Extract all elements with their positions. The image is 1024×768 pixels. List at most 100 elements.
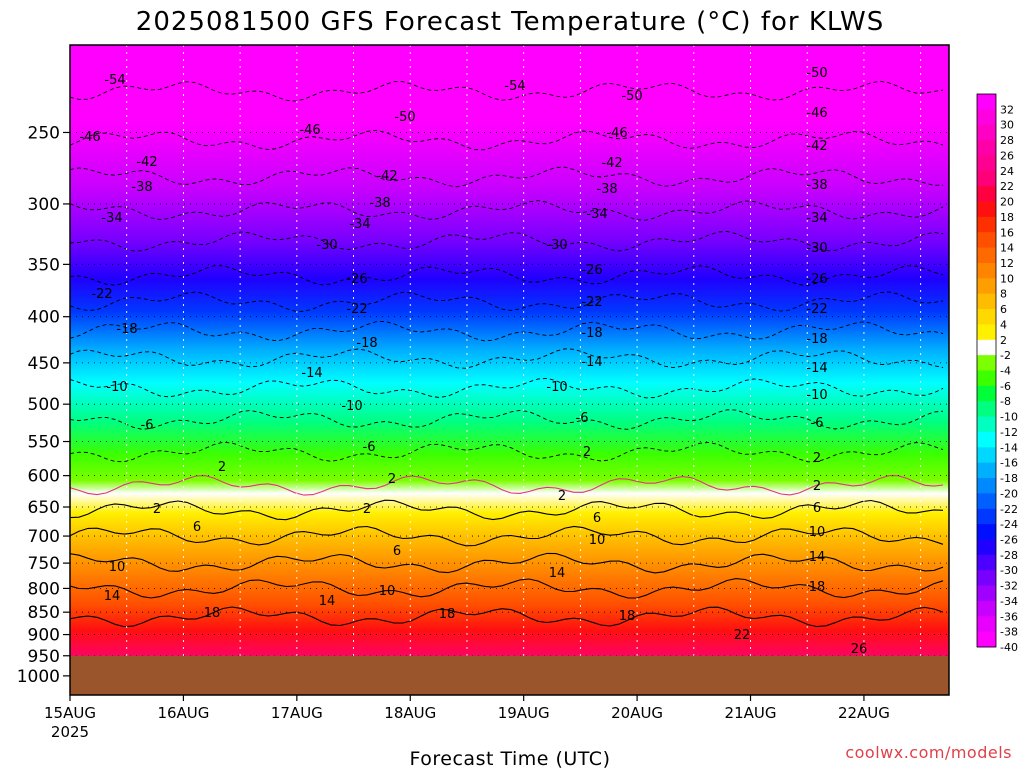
colorbar-swatch xyxy=(977,309,996,325)
isotherm xyxy=(70,552,944,574)
contour-label: 6 xyxy=(393,544,401,559)
temperature-field xyxy=(70,45,949,695)
contour-label: -22 xyxy=(346,302,367,317)
colorbar-label: 28 xyxy=(1000,134,1014,147)
colorbar-label: -16 xyxy=(1000,457,1018,470)
contour-label: -38 xyxy=(806,178,827,193)
contour-label: -22 xyxy=(806,302,827,317)
x-tick-label: 19AUG xyxy=(498,704,550,722)
contour-label: -46 xyxy=(806,106,827,121)
contour-label: 2 xyxy=(153,502,161,517)
y-tick-label: 400 xyxy=(28,308,60,328)
colorbar-swatch xyxy=(977,554,996,571)
colorbar-swatch xyxy=(977,462,996,479)
colorbar-swatch xyxy=(977,585,996,602)
colorbar-swatch xyxy=(977,355,996,371)
colorbar-label: -40 xyxy=(1000,641,1018,654)
y-tick-label: 650 xyxy=(28,498,60,518)
isotherm xyxy=(70,348,944,369)
contour-label: -6 xyxy=(141,418,154,433)
colorbar-label: 16 xyxy=(1000,226,1014,239)
contour-label: -26 xyxy=(806,272,827,287)
x-tick-label: 21AUG xyxy=(725,704,777,722)
x-tick-label: 20AUG xyxy=(611,704,663,722)
contour-label: 14 xyxy=(319,594,336,609)
contour-label: -46 xyxy=(299,123,320,138)
y-tick-label: 450 xyxy=(28,354,60,374)
isotherm xyxy=(70,499,944,521)
colorbar-label: -2 xyxy=(1000,349,1011,362)
colorbar-label: -10 xyxy=(1000,411,1018,424)
isotherm xyxy=(70,265,944,286)
y-tick-label: 900 xyxy=(28,626,60,646)
contour-label: 6 xyxy=(813,501,821,516)
contour-label: 10 xyxy=(379,584,396,599)
colorbar-label: -28 xyxy=(1000,549,1018,562)
contour-label: 2 xyxy=(363,502,371,517)
colorbar-label: 2 xyxy=(1000,334,1007,347)
contour-label: 10 xyxy=(589,533,606,548)
contour-label: -34 xyxy=(806,211,827,226)
contour-label: -6 xyxy=(363,440,376,455)
colorbar-label: -30 xyxy=(1000,564,1018,577)
x-tick-label: 22AUG xyxy=(838,704,890,722)
colorbar-swatch xyxy=(977,416,996,433)
colorbar-swatch xyxy=(977,124,996,141)
x-tick-label: 15AUG xyxy=(44,704,96,722)
colorbar-swatch xyxy=(977,293,996,310)
x-tick-sublabel: 2025 xyxy=(51,723,89,741)
colorbar-label: 18 xyxy=(1000,211,1014,224)
colorbar-swatch xyxy=(977,616,996,633)
contour-label: -50 xyxy=(806,66,827,81)
colorbar-swatch xyxy=(977,324,996,341)
colorbar-swatch xyxy=(977,600,996,617)
colorbar-swatch xyxy=(977,339,996,356)
contour-label: -14 xyxy=(806,361,827,376)
contour-label: -30 xyxy=(806,241,827,256)
contour-label: -34 xyxy=(101,211,122,226)
y-tick-label: 800 xyxy=(28,579,60,599)
colorbar-swatch xyxy=(977,370,996,387)
contour-label: -18 xyxy=(581,326,602,341)
contour-label: 18 xyxy=(809,580,826,595)
colorbar-swatch xyxy=(977,186,996,202)
isotherm xyxy=(70,200,944,221)
contour-label: -10 xyxy=(546,380,567,395)
contour-label: 2 xyxy=(388,472,396,487)
contour-label: 10 xyxy=(109,560,126,575)
colorbar-label: -32 xyxy=(1000,580,1018,593)
contour-label: 26 xyxy=(851,642,868,657)
colorbar-label: 12 xyxy=(1000,257,1014,270)
contour-label: -6 xyxy=(576,411,589,426)
contour-labels: -54 -54 -50 -50 -50 -46 -46 -46 -46 -42 -42 -42 -42 -… xyxy=(79,66,867,657)
colorbar-label: 10 xyxy=(1000,272,1014,285)
colorbar-label: 32 xyxy=(1000,103,1014,116)
plot-area: -54 -54 -50 -50 -50 -46 -46 -46 -46 -42 -42 -42 -42 -… xyxy=(70,45,949,695)
contour-label: -6 xyxy=(811,416,824,431)
contour-label: 14 xyxy=(549,566,566,581)
contour-label: 14 xyxy=(104,589,121,604)
contour-label: 6 xyxy=(593,511,601,526)
contour-label: -38 xyxy=(131,180,152,195)
colorbar-swatch xyxy=(977,170,996,187)
y-tick-label: 500 xyxy=(28,395,60,415)
contour-label: -18 xyxy=(806,332,827,347)
colorbar-label: -26 xyxy=(1000,533,1018,546)
isotherm xyxy=(70,578,944,599)
y-tick-label: 300 xyxy=(28,195,60,215)
isotherms xyxy=(70,80,944,628)
contour-label: 18 xyxy=(204,606,221,621)
colorbar-swatch xyxy=(977,155,996,172)
colorbar-label: 20 xyxy=(1000,196,1014,209)
colorbar-label: -4 xyxy=(1000,365,1011,378)
colorbar-label: 26 xyxy=(1000,149,1014,162)
colorbar-frame xyxy=(976,93,997,648)
contour-label: -14 xyxy=(581,355,602,370)
colorbar-swatch xyxy=(977,109,996,126)
contour-label: -54 xyxy=(104,73,125,88)
isotherm xyxy=(70,166,944,188)
contour-label: -46 xyxy=(606,126,627,141)
contour-label: 2 xyxy=(813,479,821,494)
colorbar-label: -6 xyxy=(1000,380,1011,393)
